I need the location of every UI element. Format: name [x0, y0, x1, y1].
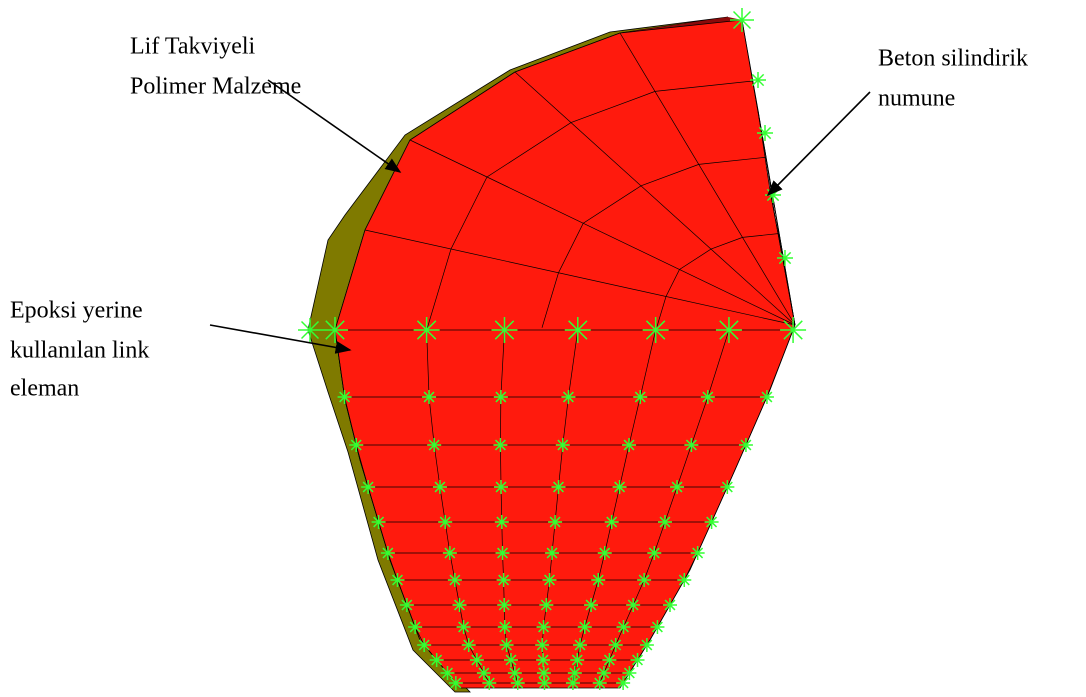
label-frp: Lif Takviyeli Polimer Malzeme — [130, 34, 301, 100]
label-line: eleman — [10, 376, 79, 402]
fe-mesh — [298, 8, 806, 692]
diagram: Lif Takviyeli Polimer Malzeme Beton sili… — [0, 0, 1086, 697]
arrow — [768, 92, 870, 195]
label-line: kullanılan link — [10, 338, 149, 364]
label-line: Epoksi yerine — [10, 298, 143, 324]
label-line: Beton silindirik — [878, 46, 1028, 72]
concrete-specimen — [335, 20, 795, 688]
label-line: Polimer Malzeme — [130, 74, 301, 100]
label-line: numune — [878, 86, 955, 112]
label-link: Epoksi yerine kullanılan link eleman — [10, 298, 149, 402]
label-concrete: Beton silindirik numune — [878, 46, 1028, 112]
label-line: Lif Takviyeli — [130, 34, 256, 60]
